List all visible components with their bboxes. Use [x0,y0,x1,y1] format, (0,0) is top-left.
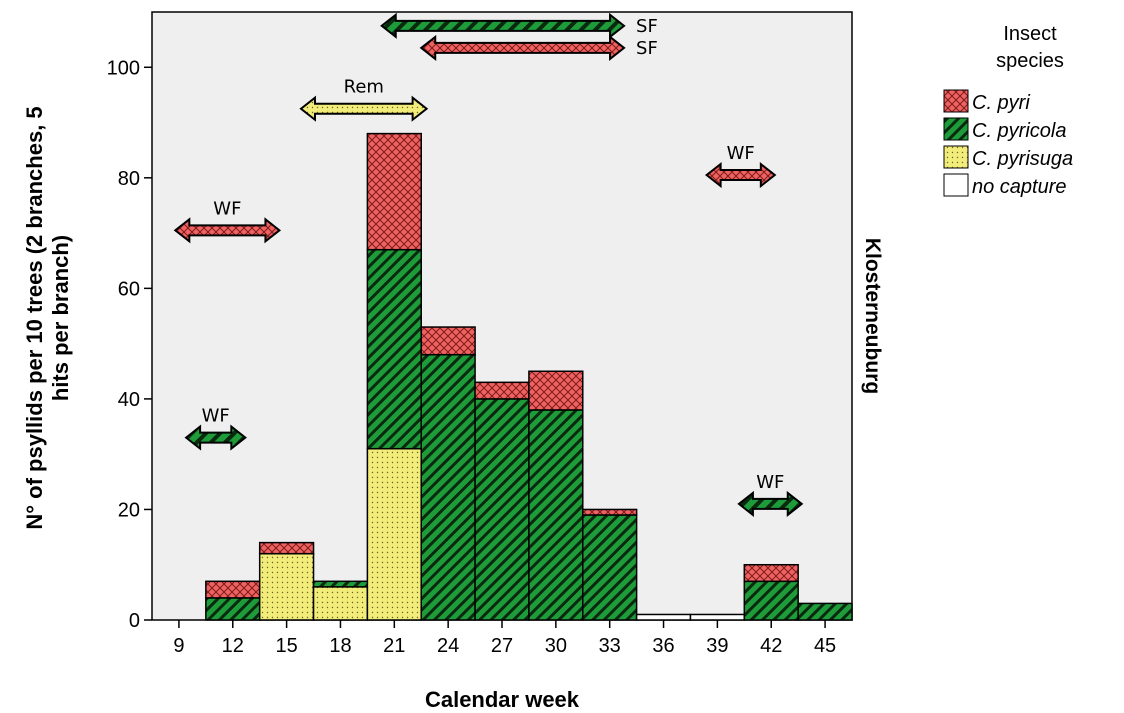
x-tick-label: 33 [599,635,621,657]
legend-title-line1: Insect [1003,23,1057,45]
x-tick-label: 27 [491,635,513,657]
legend-swatch-c-pyricola [943,117,969,141]
legend-label-c-pyrisuga: C. pyrisuga [972,148,1073,170]
x-axis-ticks: 9 12 15 18 21 24 27 30 33 36 39 42 45 [173,620,836,657]
period-arrow-label-2: Rem [344,77,384,98]
legend-label-c-pyri: C. pyri [972,92,1030,114]
legend-title-line2: species [996,50,1064,72]
period-arrow-label-6: WF [756,472,784,493]
legend-label-c-pyricola: C. pyricola [972,120,1066,142]
period-arrow-label-4: WF [727,143,755,164]
bar-segment-c-pyricola-2 [312,580,369,588]
y-axis-title-line2: hits per branch) [48,235,73,401]
bar-segment-c-pyri-4 [420,326,476,356]
site-label: Klosterneuburg [861,238,884,394]
bar-segment-c-pyri-3 [366,132,422,251]
bar-segment-c-pyri-0 [205,580,261,599]
legend-label-no-capture: no capture [972,176,1067,198]
x-tick-label: 42 [760,635,782,657]
legend-swatch-c-pyri [943,89,969,113]
bar-segment-c-pyri-7 [582,508,638,516]
x-tick-label: 21 [383,635,405,657]
x-tick-label: 45 [814,635,836,657]
x-axis-title: Calendar week [425,687,580,712]
period-arrow-sf-1 [419,34,626,61]
x-tick-label: 15 [275,635,297,657]
bar-segment-c-pyricola-6 [528,409,584,621]
period-arrow-wf-3 [173,217,282,244]
bar-segment-c-pyrisuga-3 [366,447,422,621]
x-tick-label: 30 [545,635,567,657]
y-axis-title-line1: N° of psyllids per 10 trees (2 branches,… [22,106,47,529]
x-tick-label: 39 [706,635,728,657]
bar-segment-c-pyricola-0 [205,597,261,621]
legend-swatch-no-capture [943,173,969,197]
bar-segment-c-pyrisuga-2 [312,586,369,621]
bar-segment-c-pyricola-3 [366,248,422,450]
y-tick-label: 0 [129,610,140,632]
bar-segment-c-pyrisuga-1 [258,552,315,621]
bar-segment-c-pyri-6 [528,370,584,411]
bar-segment-c-pyri-1 [258,541,315,555]
bar-segment-no-capture-9 [689,613,746,621]
bar-segment-c-pyricola-4 [420,353,476,621]
y-tick-label: 40 [118,389,140,411]
bar-segment-c-pyricola-5 [474,398,530,621]
bars-layer [205,132,853,621]
y-tick-label: 60 [118,278,140,300]
period-arrow-wf-6 [737,490,804,517]
bar-segment-no-capture-8 [635,613,692,621]
x-tick-label: 36 [652,635,674,657]
x-tick-label: 24 [437,635,459,657]
bar-segment-c-pyricola-10 [743,580,799,621]
period-arrow-label-3: WF [213,198,241,219]
x-tick-label: 12 [222,635,244,657]
y-axis-ticks: 0 20 40 60 80 100 [107,57,152,632]
x-tick-label: 18 [329,635,351,657]
bar-segment-c-pyricola-11 [797,602,853,621]
period-arrow-label-5: WF [202,406,230,427]
bar-segment-c-pyricola-7 [582,514,638,621]
bar-segment-c-pyri-5 [474,381,530,400]
period-arrow-sf-0 [380,12,626,39]
y-tick-label: 100 [107,57,140,79]
period-arrow-label-0: SF [636,16,658,37]
x-tick-label: 9 [173,635,184,657]
period-arrow-label-1: SF [636,38,658,59]
legend: Insect species C. pyri C. pyricola C. py… [943,23,1073,198]
y-tick-label: 80 [118,168,140,190]
y-tick-label: 20 [118,499,140,521]
period-arrow-wf-4 [704,161,777,189]
period-arrow-wf-5 [184,424,247,451]
period-arrow-rem-2 [299,95,429,122]
bar-segment-c-pyri-10 [743,563,799,583]
legend-swatch-c-pyrisuga [943,145,969,169]
